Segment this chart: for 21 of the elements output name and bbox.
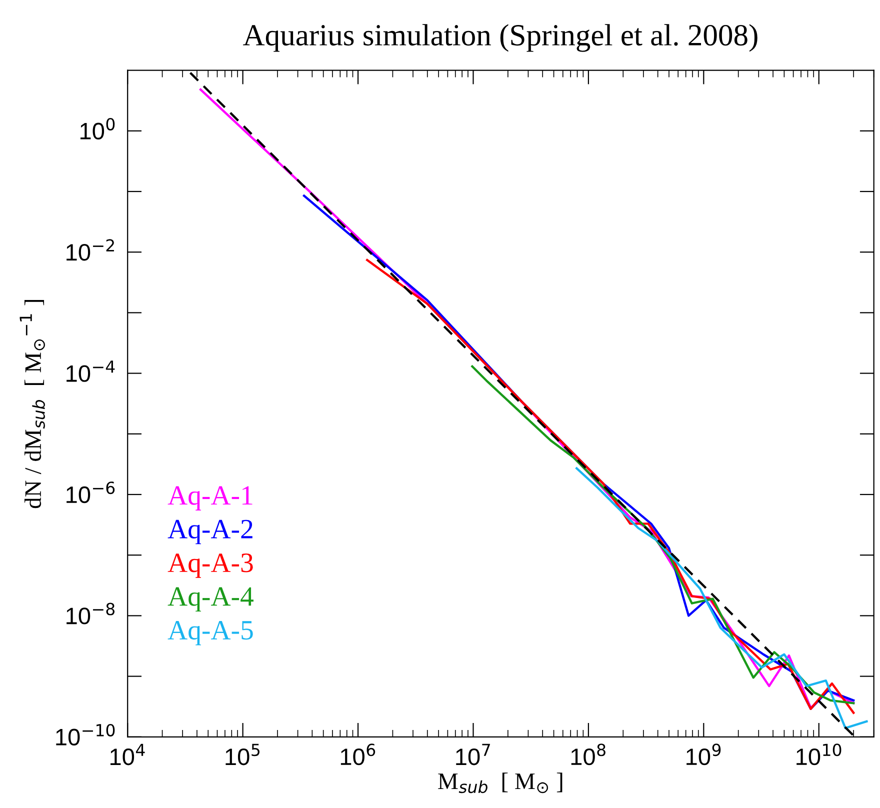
y-tick-label: 10$^{−8}$: [66, 602, 114, 624]
x-tick-label: 10$^{5}$: [226, 744, 260, 766]
x-tick-label: 10$^{8}$: [571, 744, 606, 766]
y-tick-label: 10$^{−6}$: [66, 482, 115, 504]
text: Aq-A-2: [168, 520, 252, 544]
y-tick-label: 10$^{−2}$: [66, 239, 114, 261]
x-axis-title: M$_{sub}$ [ M$_{⊙}$ ]: [438, 772, 562, 794]
y-tick-label: 10$^{−4}$: [66, 360, 115, 382]
text: Aq-A-3: [168, 554, 253, 578]
text: Aq-A-5: [168, 620, 253, 646]
y-tick-label: 10$^{0}$: [80, 118, 115, 140]
x-tick-label: 10$^{9}$: [686, 744, 721, 766]
x-tick-label: 10$^{10}$: [796, 744, 842, 766]
text: Aq-A-4: [168, 587, 254, 612]
x-tick-label: 10$^{6}$: [340, 744, 376, 766]
x-tick-label: 10$^{7}$: [456, 744, 490, 766]
y-tick-label: 10$^{−10}$: [56, 724, 115, 746]
chart-title: Aquarius simulation (Springel et al. 2008): [243, 24, 758, 52]
x-tick-label: 10$^{4}$: [110, 744, 145, 766]
text: Aq-A-1: [168, 486, 252, 510]
y-axis-title: dN / dM$_{sub}$ [ M$_{⊙}$$^{−1}$ ]: [20, 300, 45, 508]
